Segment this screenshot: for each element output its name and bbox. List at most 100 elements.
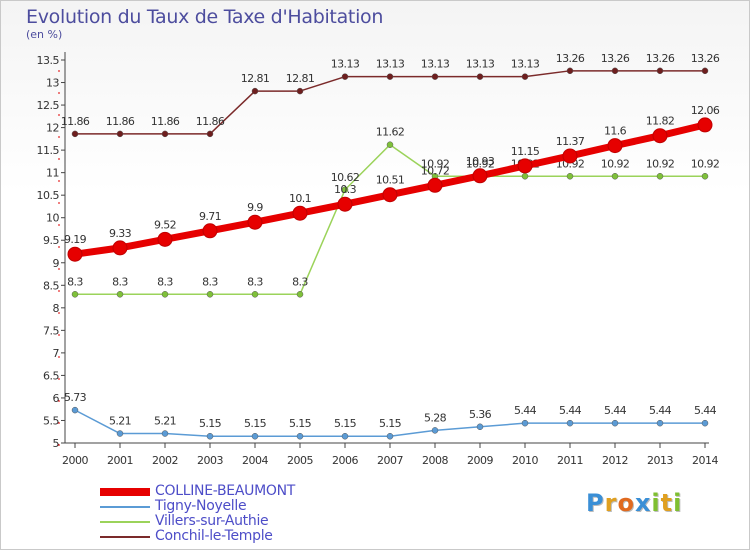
data-point xyxy=(71,406,79,414)
x-tick-label: 2013 xyxy=(647,454,673,467)
logo-letter: x xyxy=(634,489,652,517)
data-point xyxy=(116,291,124,298)
data-label: 11.15 xyxy=(511,145,540,158)
data-label: 11.86 xyxy=(151,115,180,128)
data-point xyxy=(251,291,259,298)
data-label: 8.3 xyxy=(202,275,218,288)
data-point xyxy=(656,419,664,427)
data-label: 9.52 xyxy=(154,218,176,231)
data-label: 12.06 xyxy=(691,104,720,117)
data-label: 11.37 xyxy=(556,135,585,148)
data-point xyxy=(337,196,353,212)
data-label: 13.13 xyxy=(421,58,450,71)
data-point xyxy=(611,173,619,180)
data-point xyxy=(386,432,394,440)
x-tick-label: 2009 xyxy=(467,454,493,467)
logo-letter: i xyxy=(651,489,661,517)
data-label: 5.73 xyxy=(64,391,87,404)
data-point xyxy=(566,67,574,75)
data-label: 13.13 xyxy=(466,58,495,71)
data-point xyxy=(566,419,574,427)
proxiti-logo: Proxiti xyxy=(586,489,682,517)
data-point xyxy=(427,177,443,193)
data-point xyxy=(566,173,574,180)
data-point xyxy=(341,73,349,80)
data-label: 12.81 xyxy=(286,72,315,85)
y-tick-label: 7.5 xyxy=(43,324,59,337)
y-tick-label: 12 xyxy=(46,122,59,135)
x-tick-label: 2010 xyxy=(512,454,538,467)
data-point xyxy=(71,291,79,298)
data-label: 10.92 xyxy=(466,157,495,170)
data-label: 11.86 xyxy=(196,115,225,128)
data-point xyxy=(67,246,83,262)
data-label: 10.62 xyxy=(331,171,360,184)
y-tick-label: 5.5 xyxy=(43,414,59,427)
data-point xyxy=(296,432,304,440)
data-point xyxy=(247,214,263,230)
data-point xyxy=(341,186,349,194)
data-label: 9.19 xyxy=(64,233,87,246)
y-tick-label: 11.5 xyxy=(37,144,60,157)
data-label: 13.26 xyxy=(646,52,675,65)
x-tick-label: 2005 xyxy=(287,454,313,467)
data-point xyxy=(206,291,214,298)
legend-label: Villers-sur-Authie xyxy=(155,513,269,529)
data-label: 5.15 xyxy=(334,417,357,430)
legend-swatch xyxy=(100,506,150,508)
data-point xyxy=(476,423,484,431)
data-label: 5.44 xyxy=(559,404,582,417)
data-label: 5.44 xyxy=(694,404,717,417)
data-label: 8.3 xyxy=(67,275,83,288)
data-label: 13.26 xyxy=(601,52,630,65)
y-tick-label: 13.5 xyxy=(37,54,60,67)
x-tick-label: 2008 xyxy=(422,454,448,467)
logo-letter: r xyxy=(604,489,618,517)
data-label: 11.62 xyxy=(376,126,405,139)
x-tick-label: 2014 xyxy=(692,454,718,467)
data-label: 13.26 xyxy=(556,52,585,65)
data-point xyxy=(517,158,533,174)
data-label: 13.13 xyxy=(331,58,360,71)
data-point xyxy=(611,67,619,75)
logo-letter: o xyxy=(617,489,635,517)
chart-unit-label: (en %) xyxy=(26,28,63,41)
data-label: 11.82 xyxy=(646,115,675,128)
x-tick-label: 2012 xyxy=(602,454,628,467)
data-point xyxy=(251,432,259,440)
data-point xyxy=(161,130,169,138)
data-point xyxy=(386,141,394,148)
y-tick-label: 6 xyxy=(53,392,60,405)
data-point xyxy=(202,223,218,239)
data-label: 5.15 xyxy=(199,417,222,430)
data-label: 10.93 xyxy=(466,155,495,168)
y-tick-label: 12.5 xyxy=(37,99,60,112)
data-point xyxy=(701,173,709,180)
data-label: 10.92 xyxy=(646,157,675,170)
data-point xyxy=(292,205,308,221)
data-point xyxy=(431,427,439,434)
legend-label: Tigny-Noyelle xyxy=(155,498,247,514)
data-label: 13.13 xyxy=(511,58,540,71)
data-point xyxy=(206,432,214,440)
y-tick-label: 10.5 xyxy=(37,189,60,202)
data-point xyxy=(161,291,169,298)
x-tick-label: 2001 xyxy=(107,454,133,467)
y-tick-label: 13 xyxy=(46,77,59,90)
data-point xyxy=(206,130,214,138)
legend-label: Conchil-le-Temple xyxy=(155,528,273,544)
data-point xyxy=(386,73,394,80)
data-point xyxy=(382,187,398,203)
data-label: 5.15 xyxy=(289,417,312,430)
data-label: 10.1 xyxy=(289,192,311,205)
data-label: 5.44 xyxy=(604,404,627,417)
data-label: 8.3 xyxy=(157,275,173,288)
y-tick-label: 8.5 xyxy=(43,279,59,292)
data-point xyxy=(161,430,169,437)
data-label: 5.44 xyxy=(649,404,672,417)
data-label: 5.21 xyxy=(154,415,176,428)
x-tick-label: 2004 xyxy=(242,454,268,467)
logo-letter: P xyxy=(586,489,605,517)
